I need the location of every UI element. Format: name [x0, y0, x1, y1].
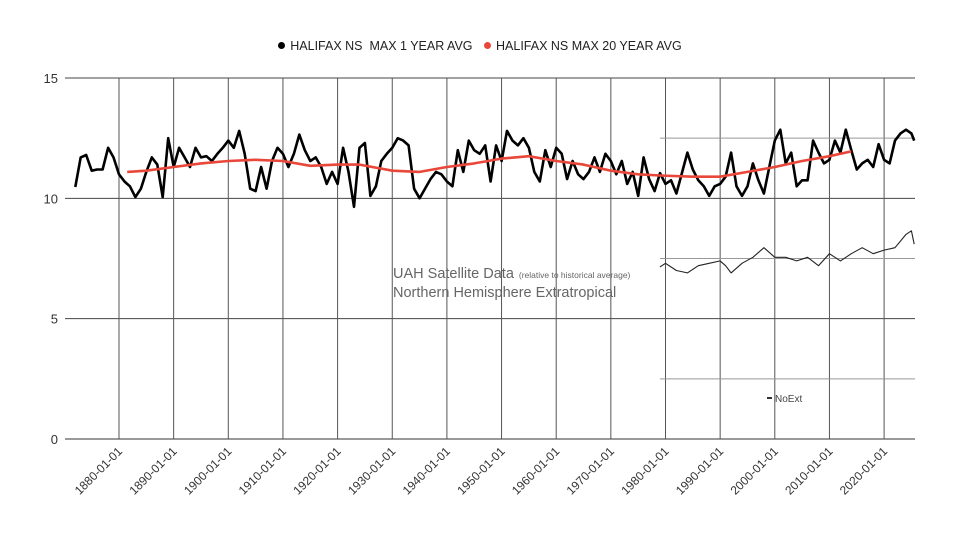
x-tick-label: 2010-01-01 — [782, 444, 836, 498]
x-tick-label: 1980-01-01 — [618, 444, 672, 498]
y-tick-label: 15 — [44, 71, 58, 86]
x-tick-label: 1970-01-01 — [564, 444, 618, 498]
y-axis: 0 5 10 15 — [44, 71, 58, 447]
legend-dot-black-icon — [278, 42, 286, 49]
x-tick-label: 1950-01-01 — [454, 444, 508, 498]
noext-legend-label: NoExt — [775, 394, 802, 405]
y-tick-label: 0 — [51, 432, 58, 447]
x-tick-label: 1990-01-01 — [673, 444, 727, 498]
y-tick-label: 5 — [51, 312, 58, 327]
x-tick-label: 1910-01-01 — [236, 444, 290, 498]
x-tick-label: 1900-01-01 — [181, 444, 235, 498]
legend-item-1yr[interactable]: HALIFAX NS MAX 1 YEAR AVG — [278, 38, 473, 53]
legend-label-20yr: HALIFAX NS MAX 20 YEAR AVG — [496, 38, 682, 53]
x-tick-label: 1960-01-01 — [509, 444, 563, 498]
series-line-20yr — [127, 150, 852, 178]
inset-gridlines — [660, 137, 915, 380]
legend: HALIFAX NS MAX 1 YEAR AVG HALIFAX NS MAX… — [0, 38, 960, 53]
legend-dot-red-icon — [484, 42, 491, 49]
x-tick-label: 1920-01-01 — [290, 444, 344, 498]
y-tick-label: 10 — [44, 191, 58, 206]
x-tick-label: 1930-01-01 — [345, 444, 399, 498]
series-group — [74, 128, 916, 274]
annotation-uah-subtitle: Northern Hemisphere Extratropical — [393, 285, 616, 301]
x-tick-label: 1880-01-01 — [72, 444, 126, 498]
x-tick-label: 2000-01-01 — [728, 444, 782, 498]
legend-item-20yr[interactable]: HALIFAX NS MAX 20 YEAR AVG — [484, 39, 682, 53]
annotation-uah-title: UAH Satellite Data (relative to historica… — [393, 266, 631, 282]
x-tick-label: 1890-01-01 — [126, 444, 180, 498]
series-line-noext — [659, 230, 915, 274]
x-axis: 1880-01-01 1890-01-01 1900-01-01 1910-01-01… — [72, 444, 891, 498]
series-line-1yr — [74, 128, 916, 209]
annotation-uah-note: (relative to historical average) — [519, 270, 631, 280]
x-tick-label: 2020-01-01 — [837, 444, 891, 498]
x-tick-label: 1940-01-01 — [400, 444, 454, 498]
legend-label-1yr: HALIFAX NS MAX 1 YEAR AVG — [290, 38, 473, 53]
